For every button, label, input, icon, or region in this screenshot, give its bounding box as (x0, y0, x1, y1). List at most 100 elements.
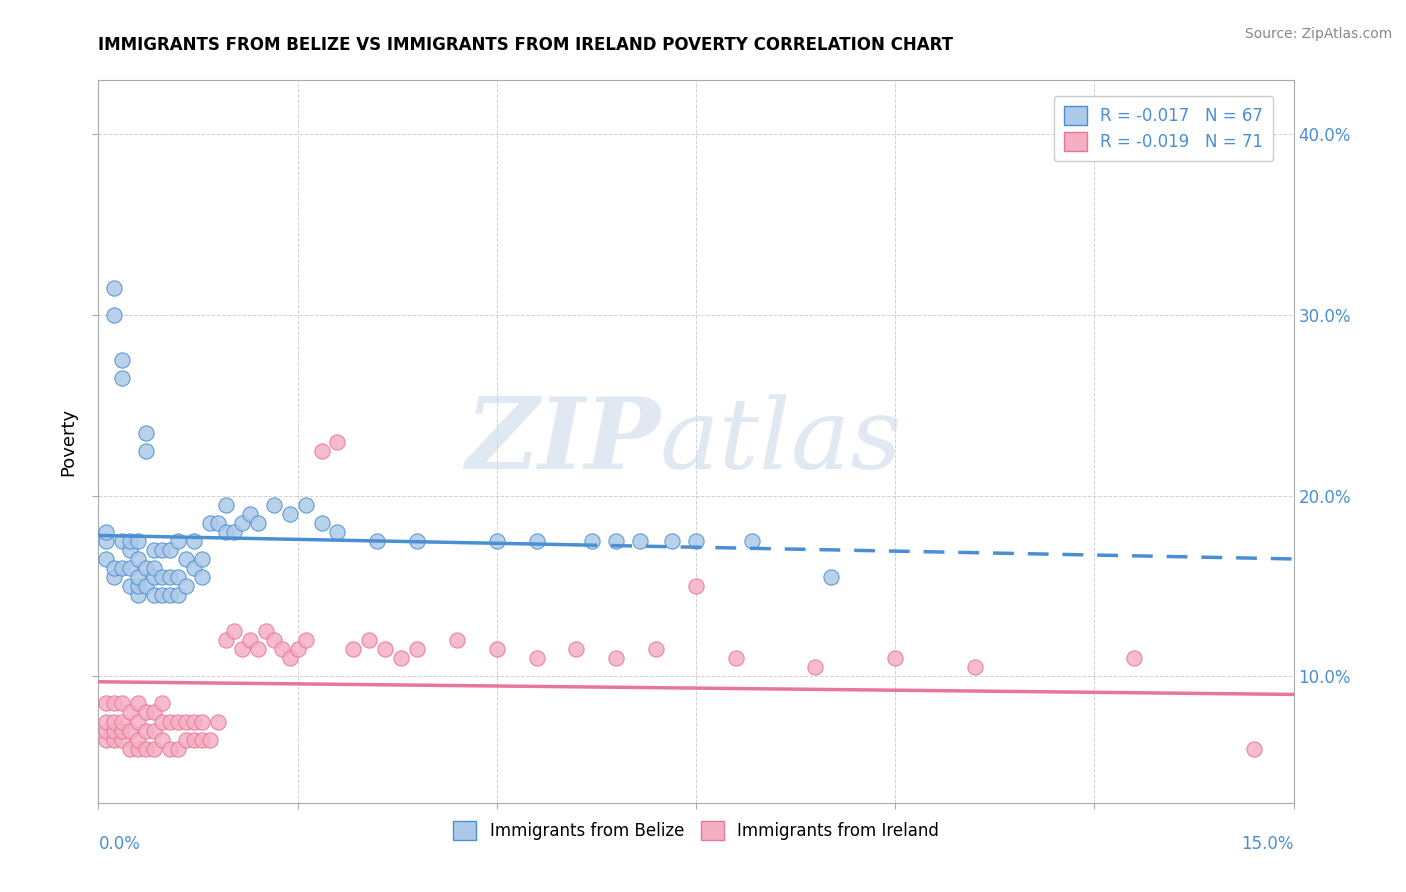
Point (103, 697, 125, 711)
Point (111, 697, 134, 711)
Point (526, 533, 548, 548)
Point (150, 570, 173, 584)
Point (120, 706, 142, 720)
Point (820, 570, 842, 584)
Point (406, 642, 429, 657)
Point (143, 561, 166, 575)
Point (239, 633, 262, 648)
Point (183, 714, 205, 729)
Point (389, 651, 412, 665)
Point (326, 524, 349, 539)
Text: 0.0%: 0.0% (98, 835, 141, 854)
Point (207, 516, 229, 530)
Point (111, 561, 134, 575)
Text: 15.0%: 15.0% (1241, 835, 1294, 854)
Point (96, 714, 118, 729)
Point (167, 533, 190, 548)
Point (246, 642, 269, 657)
Point (884, 651, 907, 665)
Point (1243, 741, 1265, 756)
Point (359, 633, 381, 648)
Point (127, 588, 149, 602)
Point (111, 353, 134, 368)
Point (605, 533, 627, 548)
Point (159, 714, 181, 729)
Point (127, 533, 149, 548)
Point (263, 498, 285, 512)
Point (143, 542, 166, 557)
Point (167, 570, 190, 584)
Point (278, 651, 301, 665)
Point (239, 507, 262, 521)
Point (294, 498, 316, 512)
Text: Source: ZipAtlas.com: Source: ZipAtlas.com (1244, 27, 1392, 41)
Point (685, 579, 707, 593)
Point (270, 642, 292, 657)
Point (167, 714, 190, 729)
Point (628, 533, 651, 548)
Point (366, 533, 388, 548)
Point (741, 533, 763, 548)
Point (127, 570, 149, 584)
Point (645, 642, 668, 657)
Point (222, 624, 245, 639)
Point (191, 732, 214, 747)
Point (215, 524, 238, 539)
Point (120, 542, 142, 557)
Point (96, 533, 118, 548)
Point (103, 570, 125, 584)
Point (159, 570, 181, 584)
Point (311, 516, 333, 530)
Point (198, 516, 221, 530)
Text: ZIP: ZIP (465, 393, 661, 490)
Point (174, 714, 197, 729)
Point (191, 714, 214, 729)
Point (135, 706, 157, 720)
Point (103, 308, 125, 322)
Point (183, 561, 205, 575)
Point (103, 723, 125, 738)
Point (143, 706, 166, 720)
Point (231, 516, 253, 530)
Point (135, 579, 157, 593)
Y-axis label: Poverty: Poverty (59, 408, 77, 475)
Point (120, 561, 142, 575)
Point (135, 443, 157, 458)
Point (143, 723, 166, 738)
Point (135, 741, 157, 756)
Point (103, 732, 125, 747)
Point (581, 533, 603, 548)
Point (111, 732, 134, 747)
Point (159, 741, 181, 756)
Point (111, 723, 134, 738)
Point (485, 533, 508, 548)
Point (135, 425, 157, 440)
Text: IMMIGRANTS FROM BELIZE VS IMMIGRANTS FROM IRELAND POVERTY CORRELATION CHART: IMMIGRANTS FROM BELIZE VS IMMIGRANTS FRO… (98, 36, 953, 54)
Point (183, 533, 205, 548)
Point (326, 434, 349, 449)
Point (485, 642, 508, 657)
Point (183, 732, 205, 747)
Point (1123, 651, 1146, 665)
Point (120, 741, 142, 756)
Point (167, 588, 190, 602)
Point (150, 542, 173, 557)
Point (127, 552, 149, 566)
Point (254, 624, 277, 639)
Point (111, 714, 134, 729)
Point (406, 533, 429, 548)
Point (167, 741, 190, 756)
Point (278, 507, 301, 521)
Point (804, 660, 827, 674)
Point (135, 561, 157, 575)
Point (120, 579, 142, 593)
Point (174, 732, 197, 747)
Point (342, 642, 364, 657)
Point (215, 633, 238, 648)
Point (150, 714, 173, 729)
Point (565, 642, 588, 657)
Point (96, 723, 118, 738)
Point (96, 524, 118, 539)
Point (103, 714, 125, 729)
Point (143, 588, 166, 602)
